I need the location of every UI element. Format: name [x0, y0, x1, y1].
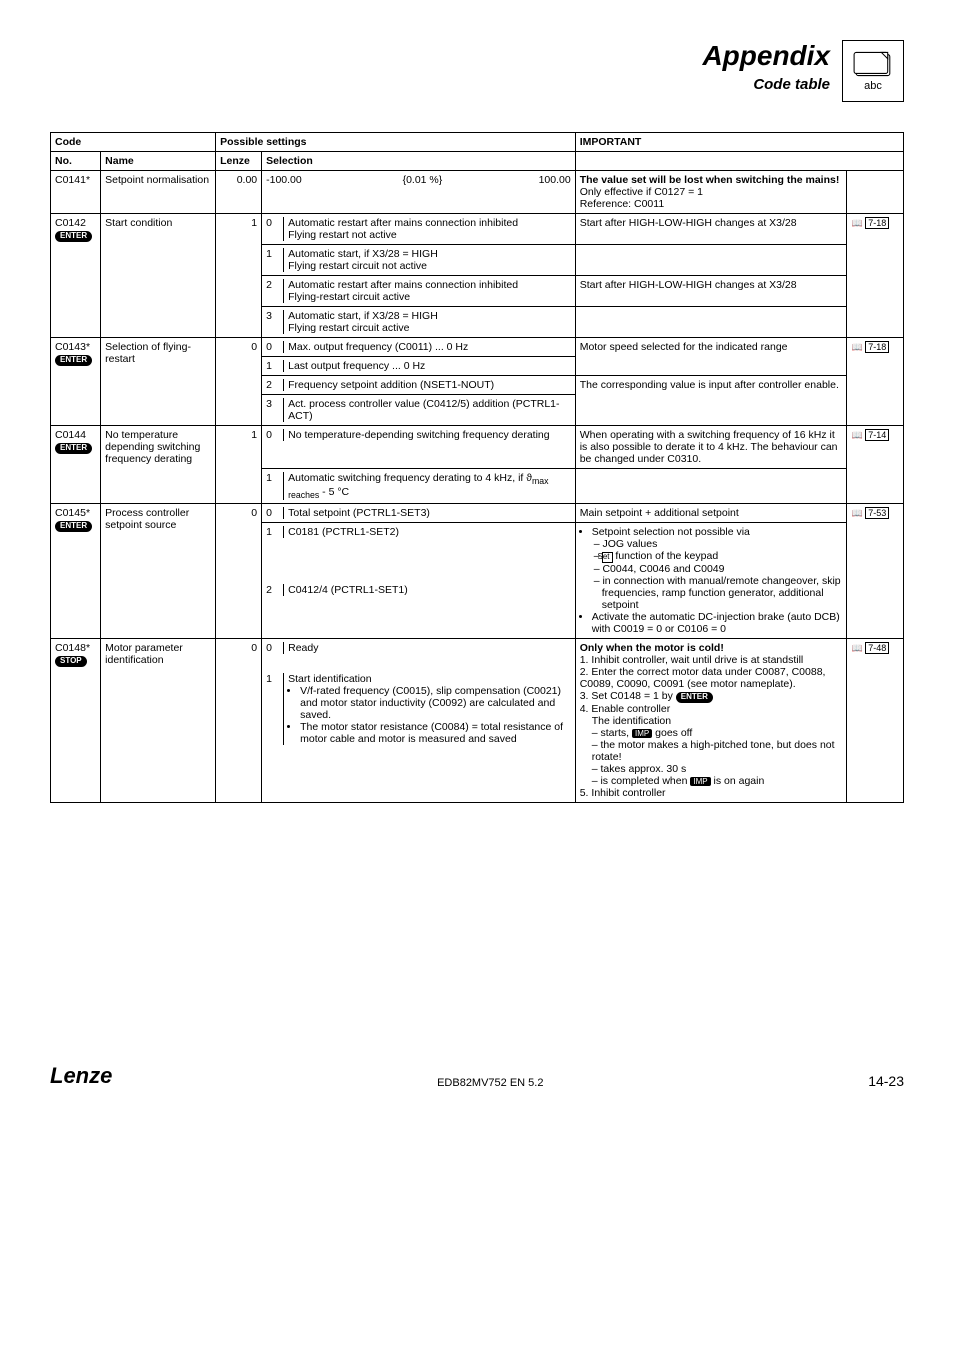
header-icon: abc: [842, 40, 904, 102]
page-footer: Lenze EDB82MV752 EN 5.2 14-23: [50, 1063, 904, 1089]
enter-badge: ENTER: [55, 231, 92, 242]
page-ref[interactable]: 📖 7-18: [851, 217, 889, 229]
page-ref[interactable]: 📖 7-18: [851, 341, 889, 353]
footer-doc-id: EDB82MV752 EN 5.2: [437, 1077, 543, 1089]
footer-page-num: 14-23: [868, 1073, 904, 1089]
page-header: Appendix Code table abc: [50, 40, 904, 102]
table-row: C0144 ENTER No temperature depending swi…: [51, 426, 904, 469]
header-icon-label: abc: [864, 80, 882, 92]
table-row: C0141* Setpoint normalisation 0.00 -100.…: [51, 171, 904, 214]
header-subtitle: Code table: [702, 76, 830, 93]
stop-badge: STOP: [55, 656, 87, 667]
th-no: No.: [51, 152, 101, 171]
th-lenze: Lenze: [216, 152, 262, 171]
page-ref[interactable]: 📖 7-53: [851, 507, 889, 519]
enter-badge: ENTER: [55, 443, 92, 454]
th-selection: Selection: [262, 152, 576, 171]
th-important: IMPORTANT: [575, 133, 903, 152]
th-possible: Possible settings: [216, 133, 576, 152]
code-table: Code Possible settings IMPORTANT No. Nam…: [50, 132, 904, 803]
table-row: C0142 ENTER Start condition 1 0Automatic…: [51, 214, 904, 245]
table-row: C0145* ENTER Process controller setpoint…: [51, 504, 904, 523]
th-code: Code: [51, 133, 216, 152]
header-title: Appendix: [702, 40, 830, 72]
footer-brand: Lenze: [50, 1063, 112, 1089]
enter-badge: ENTER: [55, 521, 92, 532]
th-name: Name: [101, 152, 216, 171]
table-row: C0143* ENTER Selection of flying-restart…: [51, 338, 904, 357]
enter-badge: ENTER: [55, 355, 92, 366]
table-row: C0148* STOP Motor parameter identificati…: [51, 638, 904, 669]
page-ref[interactable]: 📖 7-48: [851, 642, 889, 654]
page-ref[interactable]: 📖 7-14: [851, 429, 889, 441]
